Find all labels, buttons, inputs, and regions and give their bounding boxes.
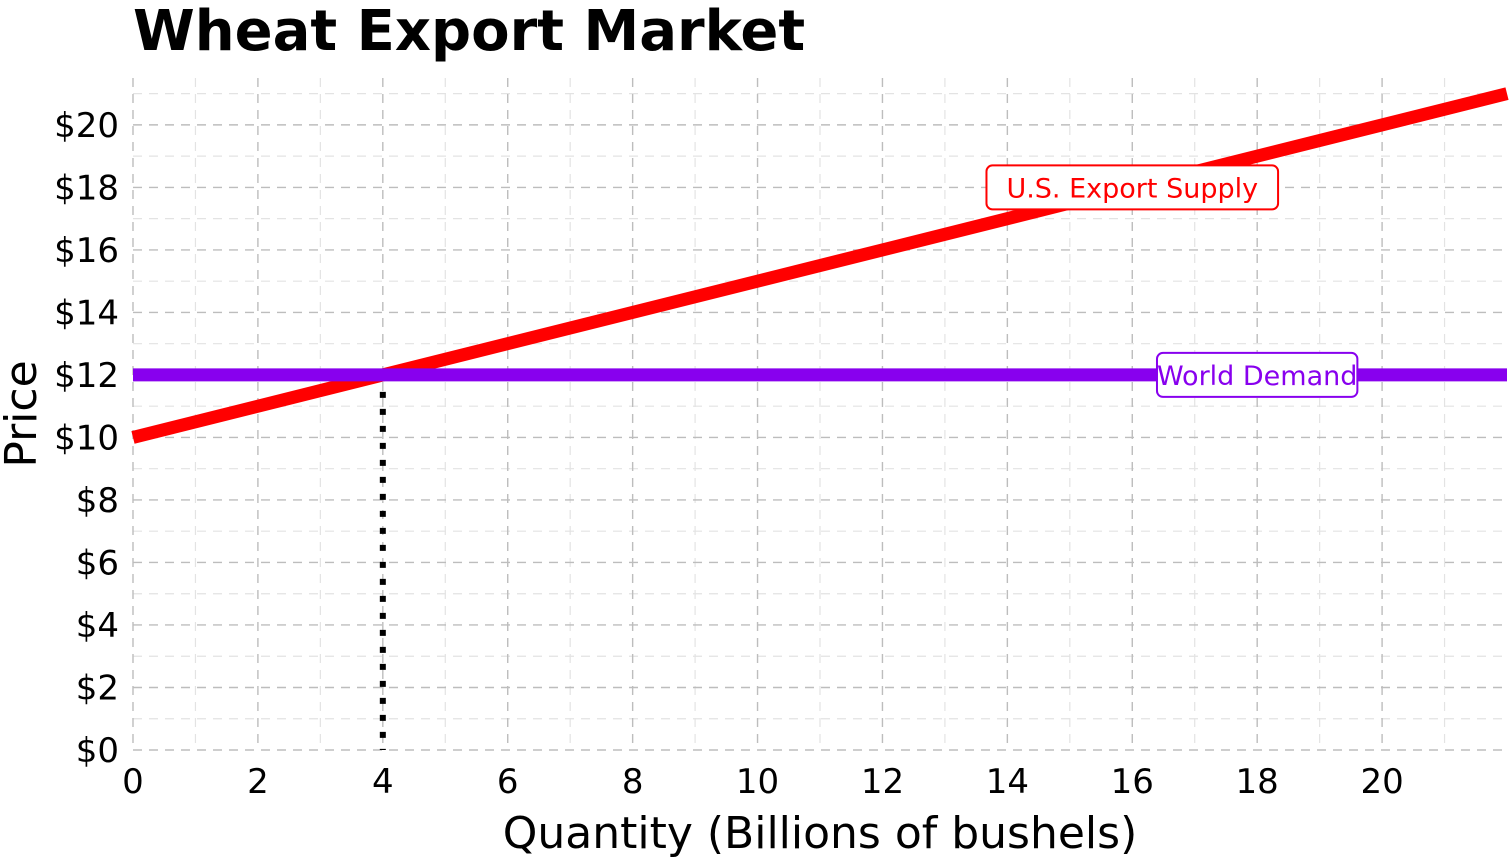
series-label-box <box>1155 351 1359 398</box>
y-axis-ticks: $0 $2 $4 $6 $8 $10 $12 $14 $16 $18 $20 <box>54 106 119 771</box>
x-tick-label: 20 <box>1360 762 1403 802</box>
y-tick-label: $12 <box>54 356 119 396</box>
x-tick-label: 8 <box>622 762 644 802</box>
x-tick-label: 2 <box>247 762 269 802</box>
y-tick-label: $10 <box>54 418 119 458</box>
chart-title: Wheat Export Market <box>133 0 805 64</box>
series-label-text: U.S. Export Supply <box>1006 173 1258 204</box>
x-axis-title: Quantity (Billions of bushels) <box>503 808 1138 859</box>
x-tick-label: 6 <box>497 762 519 802</box>
x-tick-label: 16 <box>1111 762 1154 802</box>
y-tick-label: $6 <box>76 543 119 583</box>
y-axis-title: Price <box>0 360 47 467</box>
y-tick-label: $2 <box>76 668 119 708</box>
y-tick-label: $8 <box>76 481 119 521</box>
x-axis-ticks: 0 2 4 6 8 10 12 14 16 18 20 <box>122 762 1404 802</box>
world-demand-label: World Demand <box>1155 351 1359 398</box>
y-tick-label: $4 <box>76 606 119 646</box>
series-label-text: World Demand <box>1157 361 1357 392</box>
x-tick-label: 0 <box>122 762 144 802</box>
y-tick-label: $0 <box>76 731 119 771</box>
y-tick-label: $20 <box>54 106 119 146</box>
grid <box>132 78 1507 751</box>
x-tick-label: 14 <box>986 762 1029 802</box>
x-tick-label: 4 <box>372 762 394 802</box>
y-tick-label: $14 <box>54 293 119 333</box>
y-tick-label: $18 <box>54 168 119 208</box>
x-tick-label: 12 <box>861 762 904 802</box>
y-tick-label: $16 <box>54 231 119 271</box>
x-tick-label: 18 <box>1236 762 1279 802</box>
series-label-box <box>985 164 1280 211</box>
x-tick-label: 10 <box>736 762 779 802</box>
series-labels: U.S. Export Supply World Demand <box>985 164 1359 398</box>
us-export-supply-label: U.S. Export Supply <box>985 164 1280 211</box>
